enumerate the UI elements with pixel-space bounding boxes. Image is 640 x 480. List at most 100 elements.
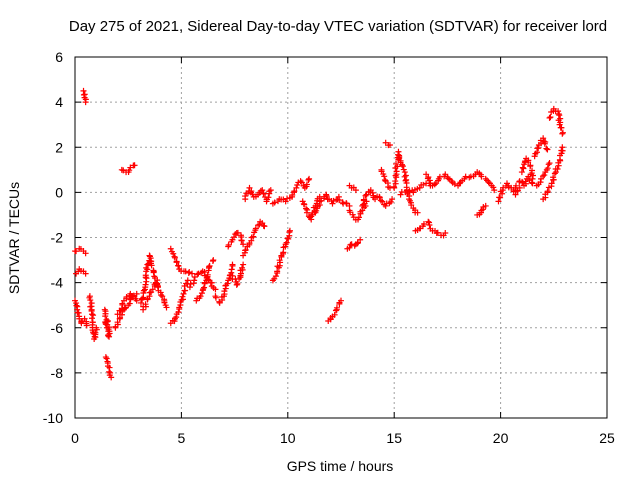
data-point [104,317,111,324]
data-point [82,99,89,106]
grid-lines [75,57,607,418]
y-tick-label: 4 [55,94,63,110]
data-point [495,198,502,205]
data-point [186,284,193,291]
data-point [547,114,554,121]
data-point [541,140,548,147]
data-point [399,163,406,170]
data-point [297,178,304,185]
data-point [306,175,313,182]
data-point [175,262,182,269]
data-point [478,173,485,180]
data-point [260,190,267,197]
data-point [543,145,550,152]
y-tick-label: -4 [51,275,64,291]
data-point [139,295,146,302]
data-point [131,162,138,169]
data-point [206,262,213,269]
data-point [104,318,111,325]
data-point [426,222,433,229]
data-point [531,153,538,160]
data-point [154,282,161,289]
data-point [558,124,565,131]
x-axis-label: GPS time / hours [287,458,394,474]
data-point [360,201,367,208]
data-point [184,277,191,284]
data-point [550,174,557,181]
data-point [534,145,541,152]
data-point [256,221,263,228]
data-point [323,192,330,199]
data-point [283,239,290,246]
data-point [133,297,140,304]
data-point [512,191,519,198]
data-point [133,290,140,297]
x-tick-label: 20 [493,430,509,446]
data-point [301,201,308,208]
data-point [114,311,121,318]
data-point [360,196,367,203]
data-point [408,202,415,209]
data-point [200,286,207,293]
data-point [114,319,121,326]
data-point [240,261,247,268]
data-point [462,173,469,180]
data-point [252,225,259,232]
data-point [556,112,563,119]
data-point [140,287,147,294]
data-point [426,177,433,184]
data-point [163,304,170,311]
data-point [150,269,157,276]
data-point [197,293,204,300]
data-point [93,324,100,331]
data-point [233,281,240,288]
data-point [393,168,400,175]
data-point [554,166,561,173]
data-point [195,270,202,277]
x-tick-label: 10 [280,430,296,446]
data-point [191,277,198,284]
data-point [398,161,405,168]
data-point [386,141,393,148]
data-point [332,307,339,314]
data-point [397,191,404,198]
data-point [305,176,312,183]
data-point [546,160,553,167]
y-tick-label: 0 [55,184,63,200]
data-point [544,188,551,195]
data-point [346,244,353,251]
data-point [291,188,298,195]
data-point [173,259,180,266]
data-point [82,250,89,257]
data-point [333,304,340,311]
data-point [280,249,287,256]
data-point [352,187,359,194]
data-point [73,248,80,255]
data-point [238,237,245,244]
data-point [87,297,94,304]
data-point [559,144,566,151]
data-point [362,192,369,199]
data-point [123,294,130,301]
data-point [282,198,289,205]
data-point [73,302,80,309]
data-point [379,198,386,205]
data-point [212,286,219,293]
data-point [175,309,182,316]
data-point [286,227,293,234]
data-point [198,290,205,297]
data-point [559,130,566,137]
data-point [519,179,526,186]
data-point [406,188,413,195]
data-point [545,161,552,168]
data-point [210,257,217,264]
data-point [490,184,497,191]
data-point [170,250,177,257]
y-tick-label: -6 [51,320,64,336]
data-point [525,159,532,166]
data-point [143,275,150,282]
data-point [126,300,133,307]
data-point [87,303,94,310]
data-point [431,181,438,188]
